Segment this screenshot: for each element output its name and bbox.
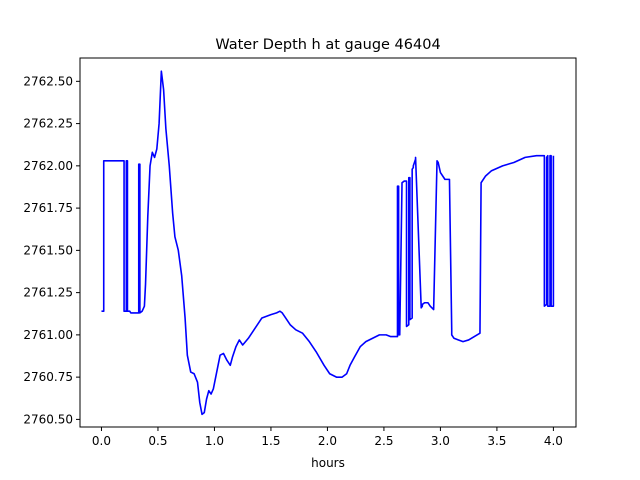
- y-tick-label: 2760.75: [23, 370, 73, 384]
- x-tick-label: 2.5: [374, 434, 393, 448]
- y-tick-label: 2762.25: [23, 117, 73, 131]
- x-tick-label: 1.5: [261, 434, 280, 448]
- x-tick-label: 3.0: [431, 434, 450, 448]
- x-tick-label: 4.0: [544, 434, 563, 448]
- x-axis-label: hours: [311, 456, 345, 470]
- x-tick-label: 0.5: [148, 434, 167, 448]
- x-tick-label: 1.0: [205, 434, 224, 448]
- x-tick-label: 2.0: [318, 434, 337, 448]
- y-tick-label: 2762.50: [23, 74, 73, 88]
- y-axis: 2760.50 2760.75 2761.00 2761.25 2761.50 2761.…: [23, 74, 80, 426]
- y-tick-label: 2762.00: [23, 159, 73, 173]
- y-tick-label: 2761.25: [23, 286, 73, 300]
- x-tick-label: 0.0: [92, 434, 111, 448]
- x-axis: 0.0 0.5 1.0 1.5 2.0 2.5 3.0 3.5 4.0: [92, 427, 563, 448]
- y-tick-label: 2760.50: [23, 412, 73, 426]
- plot-area: [101, 70, 555, 416]
- plot-frame: [79, 57, 577, 428]
- y-tick-label: 2761.75: [23, 201, 73, 215]
- series-line-0: [101, 70, 555, 416]
- x-tick-label: 3.5: [487, 434, 506, 448]
- y-tick-label: 2761.00: [23, 328, 73, 342]
- chart-title: Water Depth h at gauge 46404: [215, 37, 440, 53]
- y-tick-label: 2761.50: [23, 243, 73, 257]
